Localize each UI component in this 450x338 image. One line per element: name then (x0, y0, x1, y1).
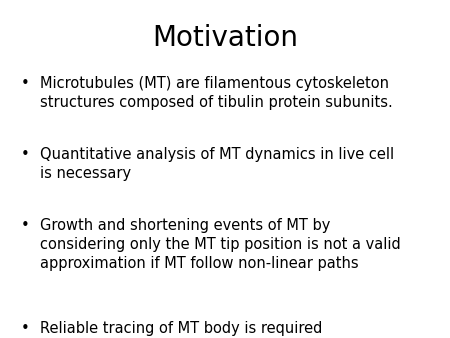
Text: Quantitative analysis of MT dynamics in live cell
is necessary: Quantitative analysis of MT dynamics in … (40, 147, 395, 181)
Text: Growth and shortening events of MT by
considering only the MT tip position is no: Growth and shortening events of MT by co… (40, 218, 401, 271)
Text: Microtubules (MT) are filamentous cytoskeleton
structures composed of tibulin pr: Microtubules (MT) are filamentous cytosk… (40, 76, 393, 110)
Text: Reliable tracing of MT body is required: Reliable tracing of MT body is required (40, 321, 323, 336)
Text: •: • (20, 321, 29, 336)
Text: •: • (20, 218, 29, 233)
Text: •: • (20, 76, 29, 91)
Text: Motivation: Motivation (152, 24, 298, 52)
Text: •: • (20, 147, 29, 162)
